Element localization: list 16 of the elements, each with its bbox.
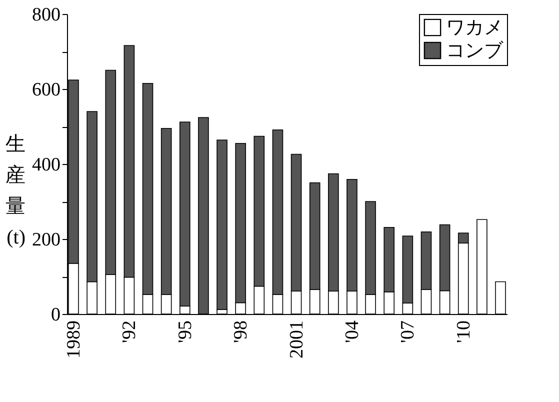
legend-label: コンブ — [446, 40, 504, 62]
y-tick-label: 0 — [51, 304, 60, 326]
y-tick-label: 800 — [32, 4, 60, 26]
y-tick-label: 200 — [32, 230, 60, 250]
x-tick-label: '98 — [230, 320, 252, 343]
y-tick-label: 400 — [32, 154, 60, 176]
x-tick-label: '04 — [342, 320, 363, 343]
x-tick-label: '07 — [398, 320, 419, 343]
x-tick-label: '10 — [453, 320, 474, 343]
legend-label: ワカメ — [446, 18, 503, 38]
x-tick-label: '95 — [174, 320, 196, 343]
x-tick-label: 1989 — [64, 320, 84, 358]
y-tick-label: 600 — [32, 80, 60, 100]
x-tick-label: '92 — [119, 320, 140, 343]
x-tick-label: 2001 — [286, 320, 308, 358]
y-axis-title: 生産量(t) — [6, 134, 26, 248]
